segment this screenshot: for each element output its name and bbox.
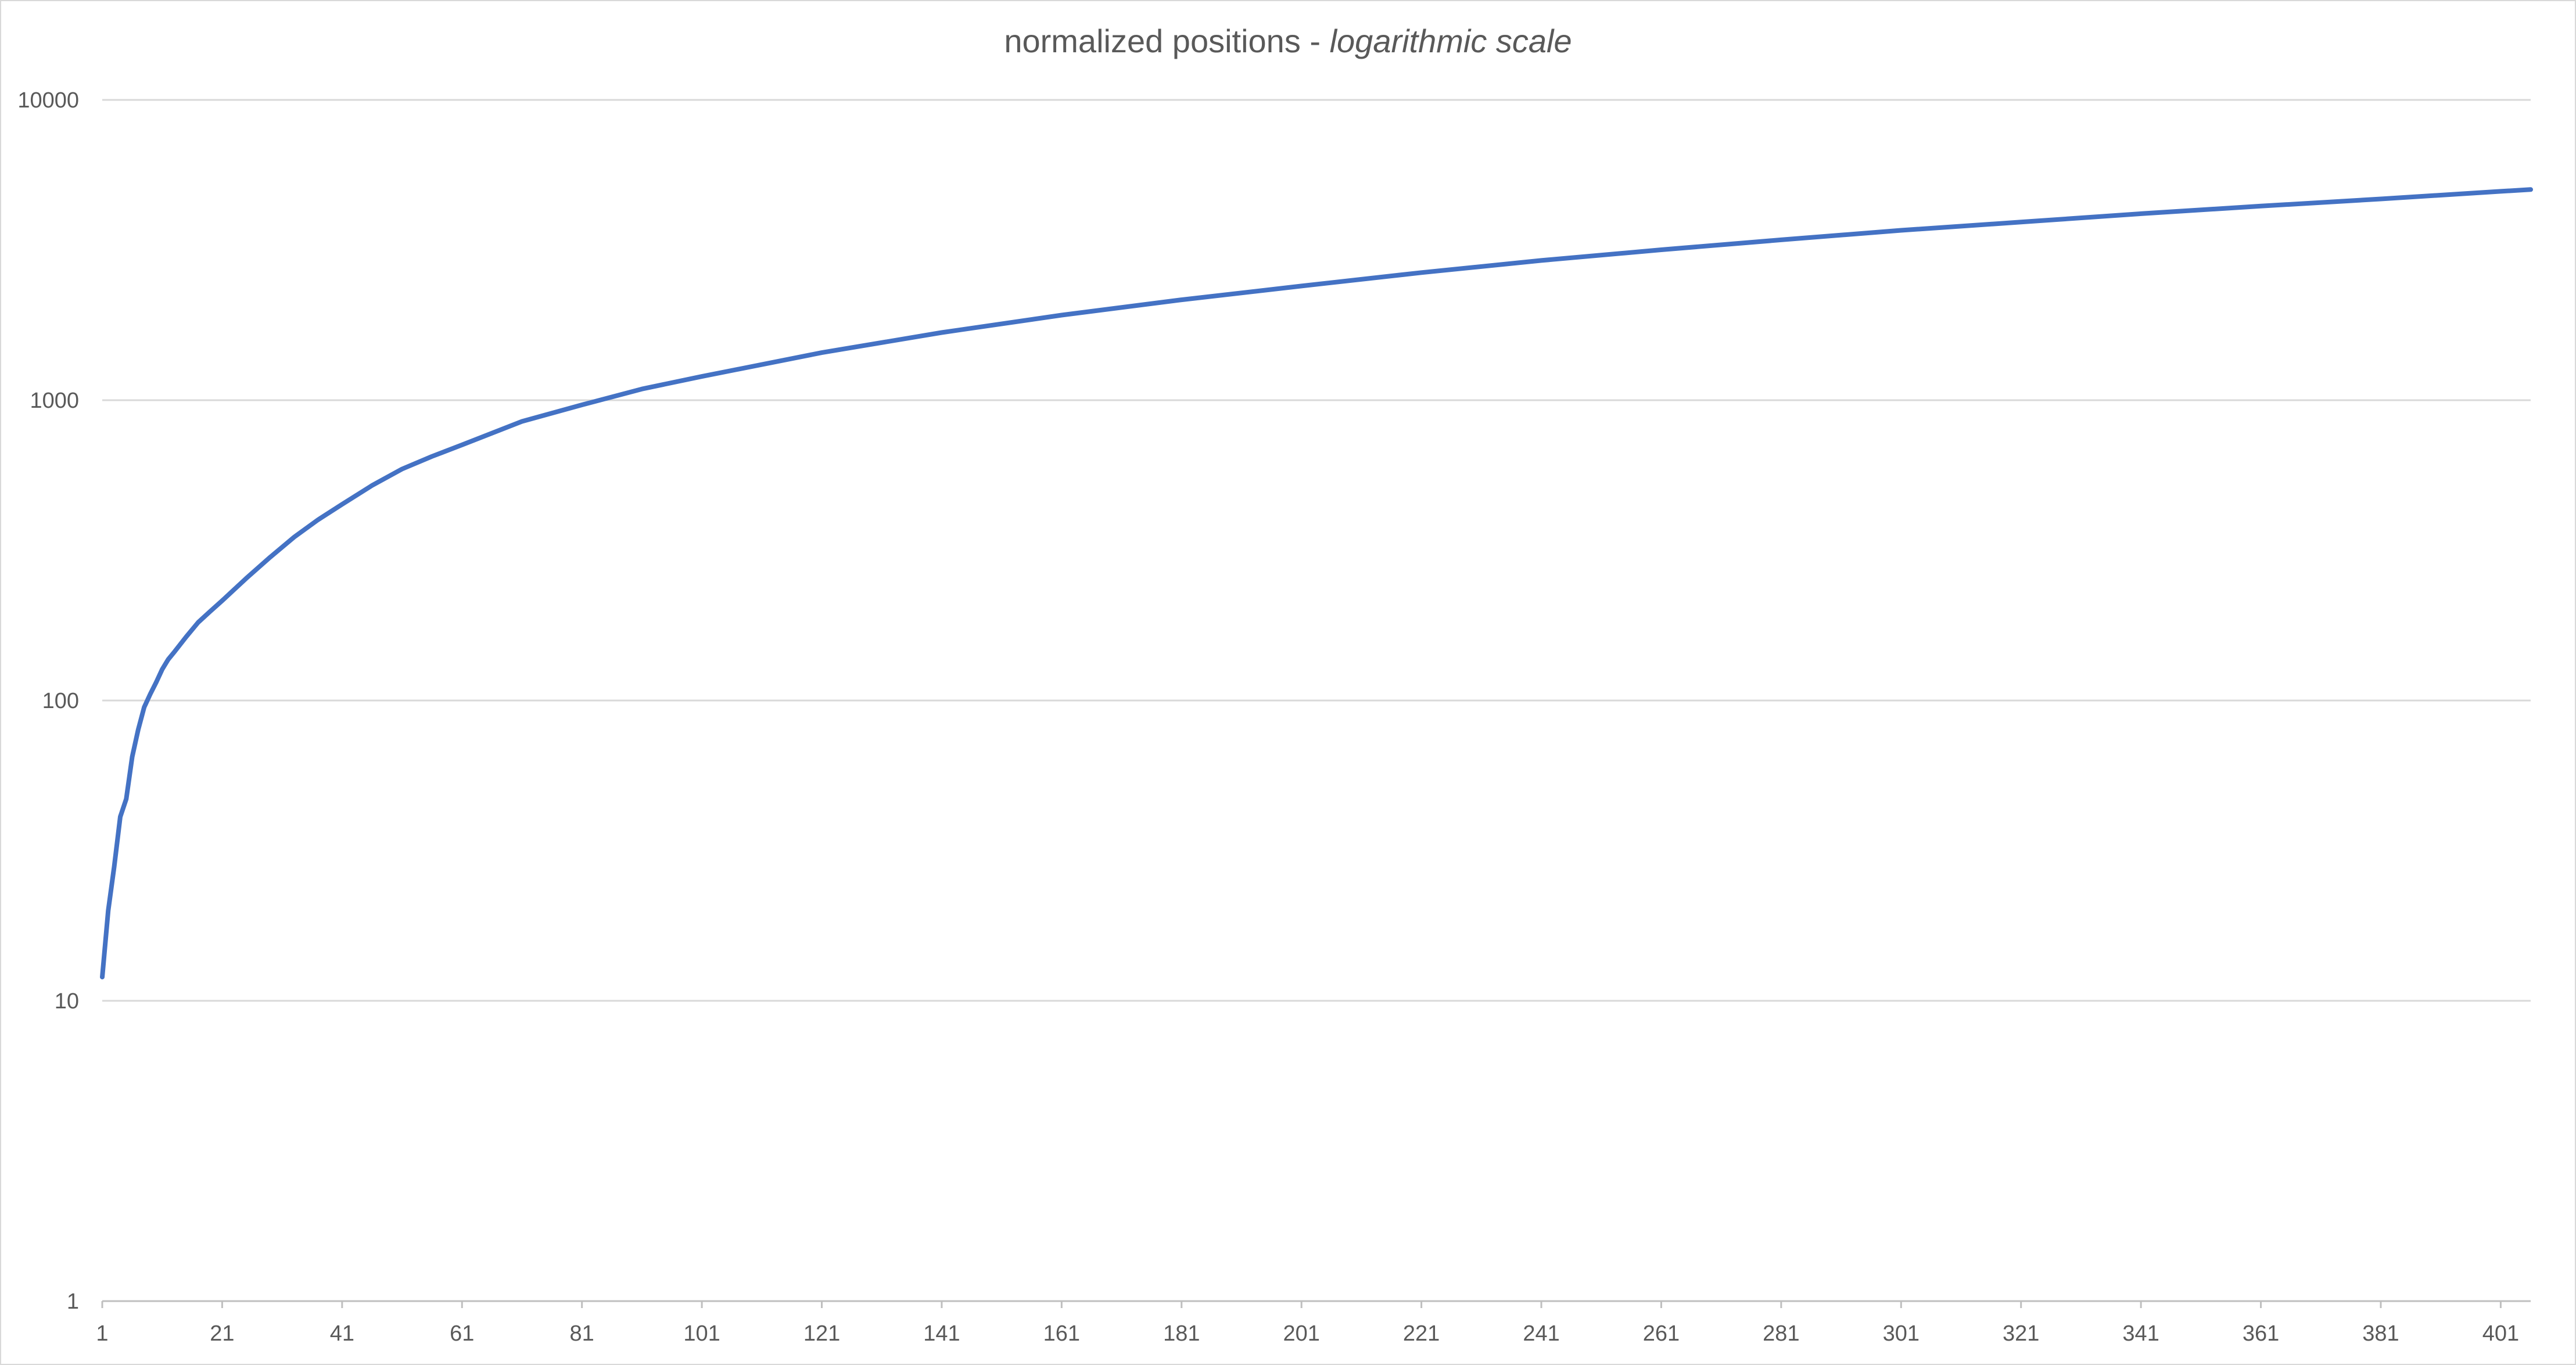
chart-title-emphasis: logarithmic scale bbox=[1329, 23, 1572, 59]
x-tick-label: 141 bbox=[923, 1321, 960, 1346]
x-tick-label: 281 bbox=[1763, 1321, 1799, 1346]
x-tick-label: 61 bbox=[450, 1321, 474, 1346]
y-tick-label: 100 bbox=[42, 689, 79, 713]
gridlines bbox=[102, 99, 2531, 1302]
x-tick-label: 201 bbox=[1283, 1321, 1319, 1346]
y-tick-label: 1 bbox=[67, 1289, 79, 1314]
x-tick-label: 381 bbox=[2362, 1321, 2399, 1346]
x-tick-label: 221 bbox=[1403, 1321, 1440, 1346]
x-tick-label: 321 bbox=[2003, 1321, 2039, 1346]
chart-title-main: normalized positions - bbox=[1004, 23, 1330, 59]
x-tick-label: 161 bbox=[1043, 1321, 1080, 1346]
x-tick-label: 21 bbox=[210, 1321, 234, 1346]
x-tick-label: 181 bbox=[1163, 1321, 1200, 1346]
y-tick-label: 1000 bbox=[30, 389, 79, 413]
x-tick-label: 401 bbox=[2482, 1321, 2519, 1346]
series-group bbox=[100, 187, 2533, 980]
x-tick-label: 261 bbox=[1643, 1321, 1680, 1346]
x-tick-label: 301 bbox=[1883, 1321, 1920, 1346]
x-tick-label: 1 bbox=[96, 1321, 108, 1346]
x-axis-ticks: 1 21 41 61 81 101 121 141 161 181 201 221 241 261 281 3… bbox=[96, 1301, 2519, 1346]
x-tick-label: 361 bbox=[2243, 1321, 2279, 1346]
x-tick-label: 81 bbox=[570, 1321, 594, 1346]
x-tick-label: 101 bbox=[683, 1321, 720, 1346]
chart-title: normalized positions - logarithmic scale bbox=[0, 22, 2576, 60]
x-tick-label: 41 bbox=[330, 1321, 354, 1346]
y-tick-label: 10 bbox=[55, 989, 79, 1014]
x-tick-label: 241 bbox=[1523, 1321, 1559, 1346]
x-tick-label: 341 bbox=[2122, 1321, 2159, 1346]
y-tick-label: 10000 bbox=[17, 88, 79, 113]
x-tick-label: 121 bbox=[803, 1321, 840, 1346]
series-line-0 bbox=[100, 187, 2533, 980]
y-axis-ticks: 10000 1000 100 10 1 bbox=[17, 88, 79, 1314]
